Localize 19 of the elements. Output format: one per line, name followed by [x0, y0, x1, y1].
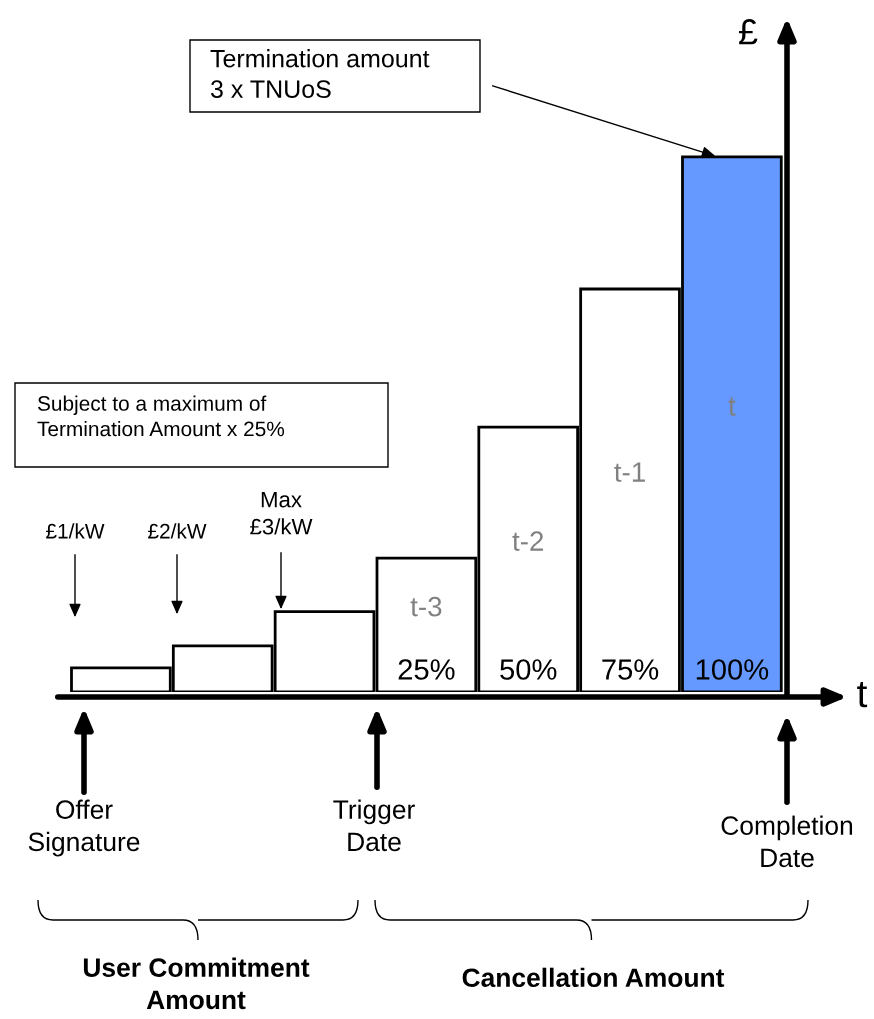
- annotation: £2/kW: [148, 523, 207, 539]
- data-label: 100%: [696, 659, 769, 680]
- data-label: 25%: [398, 659, 455, 680]
- text: Termination amount 3 x TNUoS: [210, 49, 430, 98]
- text: User Commitment Amount: [83, 957, 310, 1010]
- annotation: Subject to a maximum of Termination Amount x 25%: [37, 395, 285, 437]
- y-axis-title: £: [738, 19, 758, 45]
- text: Completion Date: [721, 815, 853, 868]
- x-axis-title: t: [857, 681, 868, 708]
- text: Cancellation Amount: [462, 967, 725, 988]
- data-label: 50%: [500, 659, 557, 680]
- annotation: Max £3/kW: [250, 491, 313, 535]
- x-tick-label: t-1: [614, 462, 645, 482]
- x-tick-label: t-2: [512, 531, 544, 551]
- x-tick-label: t-3: [410, 596, 442, 617]
- data-label: 75%: [602, 659, 659, 680]
- annotation: £1/kW: [46, 523, 105, 539]
- text: Offer Signature: [28, 799, 140, 857]
- text: Trigger Date: [333, 799, 415, 852]
